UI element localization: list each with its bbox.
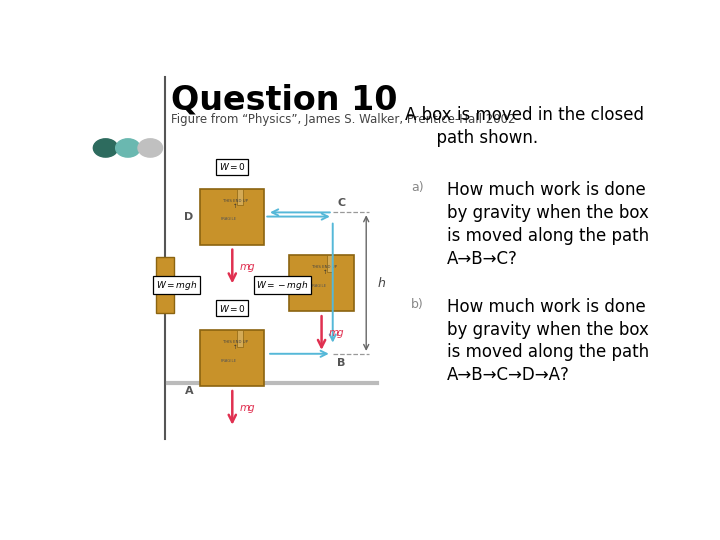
- Text: $W = 0$: $W = 0$: [219, 161, 246, 172]
- Bar: [327, 255, 333, 272]
- Text: $m\!$g: $m\!$g: [328, 328, 345, 340]
- Text: THIS END UP: THIS END UP: [223, 340, 248, 344]
- Bar: [238, 188, 243, 205]
- Circle shape: [94, 139, 118, 157]
- Bar: [238, 330, 243, 347]
- Text: $m\!$g: $m\!$g: [239, 261, 256, 273]
- Circle shape: [116, 139, 140, 157]
- Text: B: B: [337, 358, 346, 368]
- Text: Figure from “Physics”, James S. Walker, Prentice-Hall 2002: Figure from “Physics”, James S. Walker, …: [171, 113, 516, 126]
- Text: C: C: [337, 198, 346, 208]
- Text: $W = -mgh$: $W = -mgh$: [256, 279, 309, 292]
- Text: How much work is done
by gravity when the box
is moved along the path
A→B→C→D→A?: How much work is done by gravity when th…: [447, 298, 649, 384]
- Text: D: D: [184, 212, 194, 221]
- Text: A: A: [185, 386, 194, 396]
- Text: $m\!$g: $m\!$g: [239, 403, 256, 415]
- Text: Question 10: Question 10: [171, 84, 397, 117]
- Text: FRAGILE: FRAGILE: [221, 359, 237, 363]
- Text: THIS END UP: THIS END UP: [223, 199, 248, 203]
- Text: $h$: $h$: [377, 276, 387, 290]
- Text: $W = 0$: $W = 0$: [219, 303, 246, 314]
- Bar: [156, 257, 174, 313]
- Bar: [200, 188, 264, 245]
- Text: FRAGILE: FRAGILE: [310, 284, 326, 288]
- Text: b): b): [411, 298, 423, 310]
- Circle shape: [138, 139, 163, 157]
- Bar: [200, 330, 264, 386]
- Text: ↑: ↑: [233, 204, 238, 209]
- Text: How much work is done
by gravity when the box
is moved along the path
A→B→C?: How much work is done by gravity when th…: [447, 181, 649, 268]
- Text: a): a): [411, 181, 423, 194]
- Text: ↑: ↑: [233, 346, 238, 350]
- Text: THIS END UP: THIS END UP: [312, 265, 337, 269]
- Text: FRAGILE: FRAGILE: [221, 218, 237, 221]
- Text: $W = mgh$: $W = mgh$: [156, 279, 197, 292]
- Text: ↑: ↑: [323, 271, 327, 275]
- Text: A box is moved in the closed
      path shown.: A box is moved in the closed path shown.: [405, 106, 644, 147]
- Bar: [289, 255, 354, 311]
